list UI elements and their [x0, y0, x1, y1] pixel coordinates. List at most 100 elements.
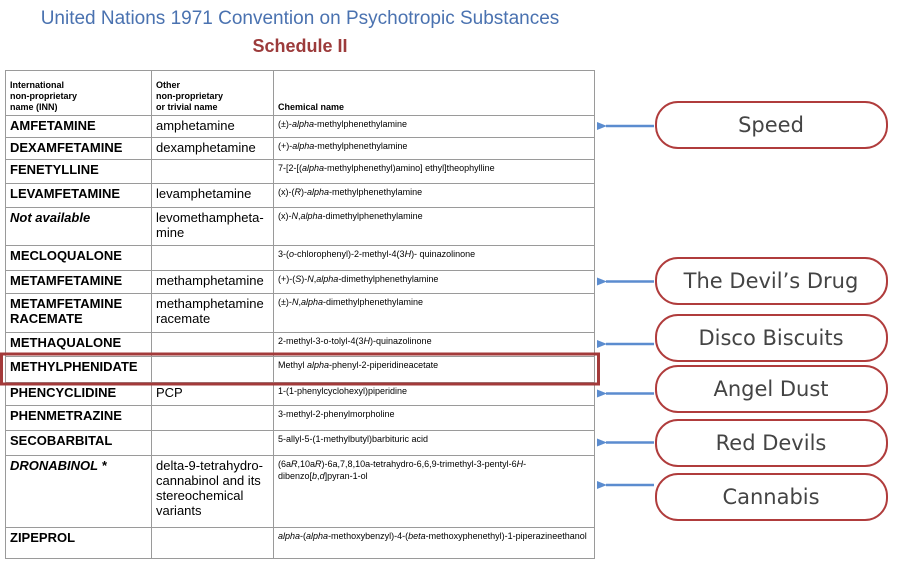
chemical-italic: alpha — [307, 187, 330, 197]
table-row: FENETYLLINE 7-[2-[(alpha-methylphenethyl)… — [5, 159, 595, 184]
table-row: DEXAMFETAMINE dexamphetamine (+)-alpha-met… — [5, 137, 595, 160]
chemical-italic: o — [289, 249, 295, 259]
header-text: name (INN) — [10, 102, 58, 112]
table-row: PHENMETRAZINE 3-methyl-2-phenylmorpholine — [5, 405, 595, 431]
chemical-cell: alpha-(alpha-methoxybenzyl)-4-(beta-meth… — [273, 527, 595, 559]
chemical-text: -( — [300, 531, 307, 541]
inn-cell: ZIPEPROL — [5, 527, 152, 559]
chemical-text: )- — [301, 187, 307, 197]
other-cell: delta-9-tetrahydro-cannabinol and its st… — [151, 455, 274, 528]
chemical-cell: Methyl alpha-phenyl-2-piperidineacetate — [273, 356, 595, 383]
chemical-italic: beta — [408, 531, 426, 541]
chemical-italic: alpha — [316, 274, 339, 284]
callout-box — [655, 419, 888, 467]
table-row: ZIPEPROL alpha-(alpha-methoxybenzyl)-4-(b… — [5, 527, 595, 559]
inn-name: PHENCYCLIDINE — [10, 385, 117, 400]
inn-name: AMFETAMINE — [10, 118, 96, 133]
chemical-text: -methylphenethyl)amino] ethyl]theophylli… — [324, 163, 495, 173]
chemical-italic: S — [295, 274, 302, 284]
chemical-italic: alpha — [300, 297, 323, 307]
callout-box — [655, 365, 888, 413]
callout-label: Cannabis — [722, 485, 819, 509]
chemical-cell: (6aR,10aR)-6a,7,8,10a-tetrahydro-6,6,9-t… — [273, 455, 595, 528]
header-text: Chemical name — [278, 102, 345, 112]
other-cell — [151, 245, 274, 271]
chemical-text: 3-methyl-2-phenylmorpholine — [278, 409, 395, 419]
other-cell: amphetamine — [151, 115, 274, 138]
chemical-text: ,10a — [297, 459, 316, 469]
inn-cell: PHENMETRAZINE — [5, 405, 152, 431]
chemical-text: (+)-( — [278, 274, 296, 284]
chemical-text: -methoxybenzyl)-4-( — [328, 531, 409, 541]
inn-cell: DEXAMFETAMINE — [5, 137, 152, 160]
chemical-text: , — [313, 274, 317, 284]
inn-name: MECLOQUALONE — [10, 248, 122, 263]
other-name: methamphetamine — [156, 273, 264, 288]
inn-cell: DRONABINOL * — [5, 455, 152, 528]
chemical-italic: d — [319, 471, 325, 481]
other-cell — [151, 527, 274, 559]
chemical-italic: alpha — [302, 163, 325, 173]
chemical-text: -dimethylphenethylamine — [338, 274, 439, 284]
chemical-text: (x)-( — [278, 187, 295, 197]
chemical-text: (x)- — [278, 211, 292, 221]
inn-name: Not available — [10, 210, 91, 225]
other-name: methamphetamine racemate — [156, 296, 264, 326]
chemical-cell: 5-allyl-5-(1-methylbutyl)barbituric acid — [273, 430, 595, 456]
other-cell: levamphetamine — [151, 183, 274, 208]
header-text: International — [10, 80, 65, 90]
callout-box — [655, 257, 888, 305]
chemical-italic: H — [516, 459, 524, 469]
chemical-italic: R — [315, 459, 322, 469]
inn-name: PHENMETRAZINE — [10, 408, 122, 423]
header-row: International non-proprietary name (INN) Ot… — [5, 70, 595, 116]
inn-name: METHAQUALONE — [10, 335, 122, 350]
inn-cell: Not available — [5, 207, 152, 246]
chemical-cell: 7-[2-[(alpha-methylphenethyl)amino] ethy… — [273, 159, 595, 184]
chemical-italic: alpha — [300, 211, 323, 221]
inn-name: METHYLPHENIDATE — [10, 359, 138, 374]
header-text: non-proprietary — [10, 91, 78, 101]
table-row: MECLOQUALONE 3-(o-chlorophenyl)-2-methyl-… — [5, 245, 595, 271]
table-row: SECOBARBITAL 5-allyl-5-(1-methylbutyl)bar… — [5, 430, 595, 456]
chemical-text: ]pyran-1-ol — [324, 471, 368, 481]
other-name: levamphetamine — [156, 186, 252, 201]
chemical-italic: H — [404, 249, 412, 259]
chemical-italic: N — [307, 274, 314, 284]
chemical-text: Methyl — [278, 360, 308, 370]
inn-cell: METAMFETAMINE RACEMATE — [5, 293, 152, 333]
table-row: DRONABINOL * delta-9-tetrahydro-cannabino… — [5, 455, 595, 528]
callout-label: Disco Biscuits — [698, 326, 843, 350]
chemical-cell: 3-(o-chlorophenyl)-2-methyl-4(3H)- quina… — [273, 245, 595, 271]
highlight-box — [0, 352, 600, 386]
other-name: PCP — [156, 385, 183, 400]
chemical-text: (6a — [278, 459, 292, 469]
header-text: or trivial name — [156, 102, 218, 112]
chemical-text: )-6a,7,8,10a-tetrahydro-6,6,9-trimethyl-… — [321, 459, 517, 469]
chemical-text: -methoxyphenethyl)-1-piperazineethanol — [425, 531, 587, 541]
table-row: METAMFETAMINE methamphetamine (+)-(S)-N,al… — [5, 270, 595, 294]
chemical-text: -methylphenethylamine — [313, 119, 408, 129]
chemical-text: , — [317, 471, 320, 481]
chemical-text: -chlorophenyl)-2-methyl-4(3 — [294, 249, 405, 259]
other-name: dexamphetamine — [156, 140, 256, 155]
title: United Nations 1971 Convention on Psycho… — [40, 8, 560, 29]
chemical-italic: alpha — [291, 119, 314, 129]
callout-box — [655, 101, 888, 149]
chemical-italic: H — [363, 336, 371, 346]
chemical-cell: (±)-N,alpha-dimethylphenethylamine — [273, 293, 595, 333]
inn-name: SECOBARBITAL — [10, 433, 113, 448]
header-text: Other — [156, 80, 181, 90]
table-row: Not available levomethampheta-mine (x)-N,a… — [5, 207, 595, 246]
callout-label: Red Devils — [716, 431, 827, 455]
chemical-cell: (x)-(R)-alpha-methylphenethylamine — [273, 183, 595, 208]
chemical-italic: R — [294, 187, 302, 197]
chemical-italic: alpha — [307, 360, 330, 370]
inn-name: DRONABINOL * — [10, 458, 107, 473]
inn-cell: AMFETAMINE — [5, 115, 152, 138]
header-cell: Other non-proprietary or trivial name — [151, 70, 274, 116]
chemical-text: (±)- — [278, 119, 292, 129]
chemical-text: -methylphenethylamine — [329, 187, 423, 197]
chemical-italic: alpha — [292, 141, 315, 151]
